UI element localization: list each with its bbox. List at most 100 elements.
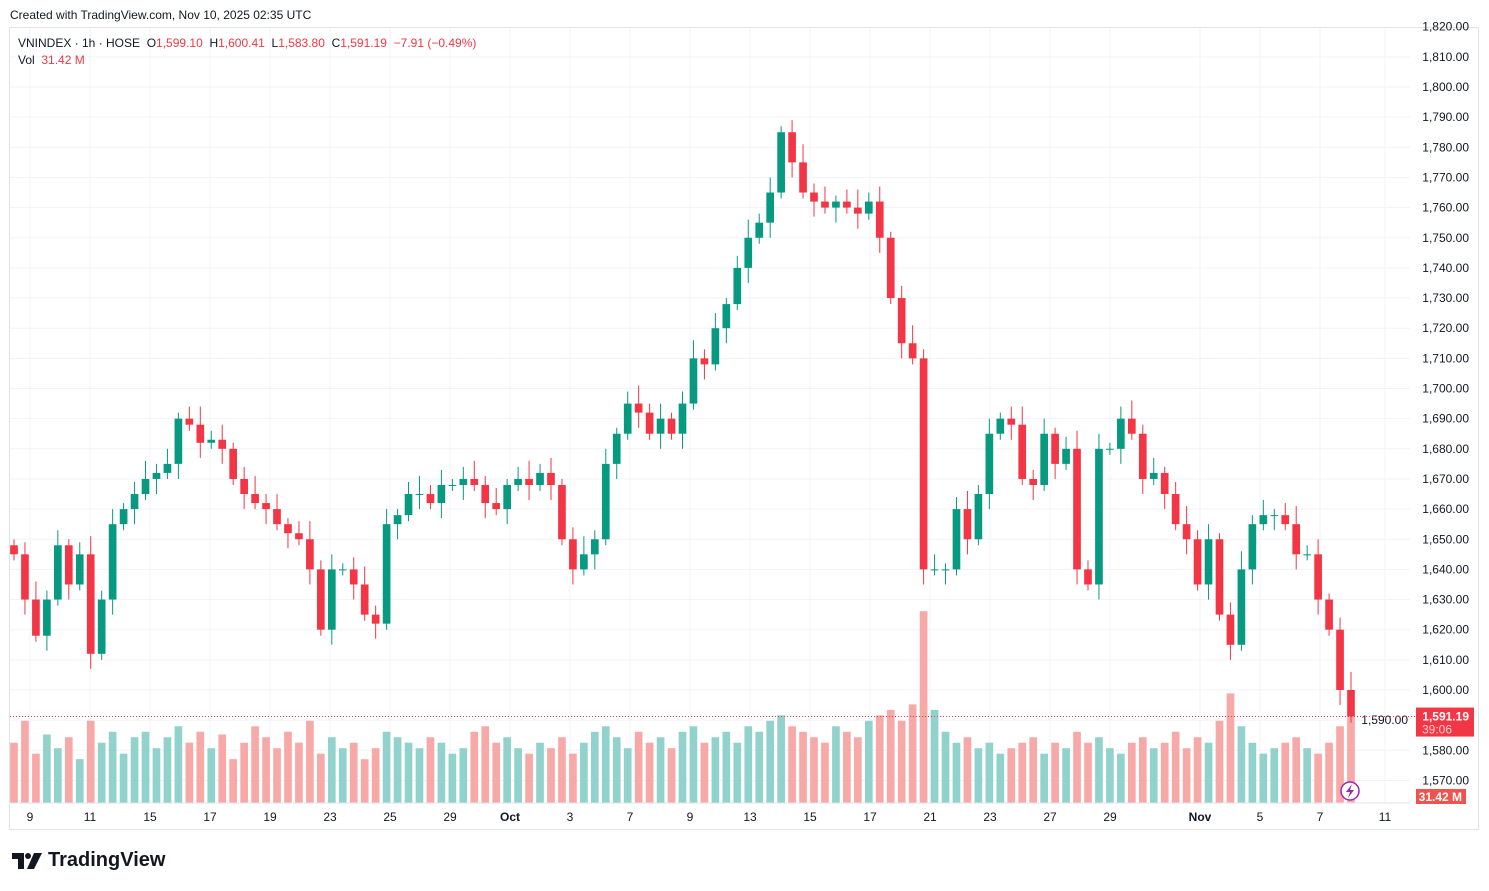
volume-bar [240,742,248,803]
volume-bar [810,737,818,803]
lightning-icon-bolt [1346,784,1354,798]
candle-body [1215,539,1224,615]
candle-body [1138,433,1147,479]
volume-bar [119,753,128,803]
candle-body [492,503,501,510]
candle-body [952,509,961,570]
x-tick-label: 29 [1103,810,1117,824]
candle-body [415,494,424,496]
candle-body [1160,472,1169,495]
brand-name: TradingView [48,849,166,871]
candle-body [130,494,139,510]
candle-body [875,201,884,238]
volume-bar [327,737,336,803]
volume-bar [1171,731,1180,803]
volume-bar [1303,748,1311,803]
volume-bar [601,726,610,803]
symbol-info[interactable]: VNINDEX · 1h · HOSE [18,36,141,50]
y-tick-label: 1,800.00 [1422,80,1469,94]
volume-bar [1117,753,1125,803]
y-tick-label: 1,660.00 [1422,502,1469,516]
volume-bar [1084,742,1092,803]
y-tick-label: 1,570.00 [1422,773,1469,787]
candle-body [569,539,577,570]
candle-body [755,222,764,238]
x-tick-label: 23 [983,810,997,824]
close-label: C [331,36,341,50]
x-tick-label: 21 [923,810,937,824]
volume-row: Vol 31.42 M [18,52,476,69]
candle-body [1193,539,1202,585]
candle-body [1062,448,1070,464]
candle-body [360,584,369,615]
lightning-icon[interactable] [1340,781,1360,801]
candle-body [744,237,753,268]
candle-body [338,569,347,571]
candle-body [590,539,599,555]
y-tick-label: 1,590.00 [1361,713,1408,727]
volume-bar [130,737,139,803]
candle-body [32,599,40,636]
volume-bar [437,742,446,803]
volume-tag-value: 31.42 M [1419,790,1462,804]
volume-bar [218,734,227,803]
chart-credit: Created with TradingView.com, Nov 10, 20… [10,8,312,22]
open-value: 1,599.10 [156,36,203,50]
y-tick-label: 1,730.00 [1422,291,1469,305]
candle-body [141,478,150,495]
x-tick-label: 25 [383,810,397,824]
candle-body [404,494,413,516]
volume-bar [832,726,840,803]
candle-body [514,478,522,485]
volume-bar [1095,737,1103,803]
y-tick-label: 1,690.00 [1422,412,1469,426]
candle-body [558,484,566,540]
volume-bar [448,753,457,803]
x-tick-label: 11 [84,810,97,824]
volume-bar [1062,748,1070,803]
plot-area [10,28,1410,803]
y-tick-label: 1,770.00 [1422,170,1469,184]
candle-body [985,433,994,495]
candle-body [327,569,336,630]
candle-body [700,358,709,365]
candle-body [766,192,775,223]
candle-body [733,267,742,305]
candle-body [448,484,457,486]
y-tick-label: 1,620.00 [1422,623,1469,637]
volume-bar [306,720,314,803]
volume-bar [1281,742,1290,803]
candle-body [306,539,314,570]
y-tick-label: 1,740.00 [1422,261,1469,275]
high-label: H [209,36,219,50]
volume-bar [897,720,906,803]
volume-bar [1106,748,1114,803]
tradingview-logo[interactable]: TradingView [12,849,165,872]
y-tick-label: 1,680.00 [1422,442,1469,456]
volume-bar [1292,737,1301,803]
volume-label: Vol [18,53,35,67]
volume-bar [97,742,106,803]
volume-bar [744,726,753,803]
candle-body [349,569,358,585]
candle-body [218,439,227,449]
candle-body [689,358,698,404]
candle-body [678,403,687,434]
candle-body [536,472,544,485]
candle-body [711,328,720,365]
open-label: O [146,36,157,50]
candle-body [1149,472,1158,479]
volume-bar [1127,742,1136,803]
candle-body [963,509,972,540]
candle-body [1325,599,1333,630]
candle-body [1281,515,1290,525]
volume-bar [481,726,490,803]
volume-bar [492,742,501,803]
volume-bar [503,737,511,803]
chart-legend: VNINDEX · 1h · HOSE O1,599.10 H1,600.41 … [18,35,476,69]
candle-body [1051,433,1059,464]
candle-body [908,343,917,359]
volume-bar [273,748,281,803]
volume-bar [1314,753,1322,803]
